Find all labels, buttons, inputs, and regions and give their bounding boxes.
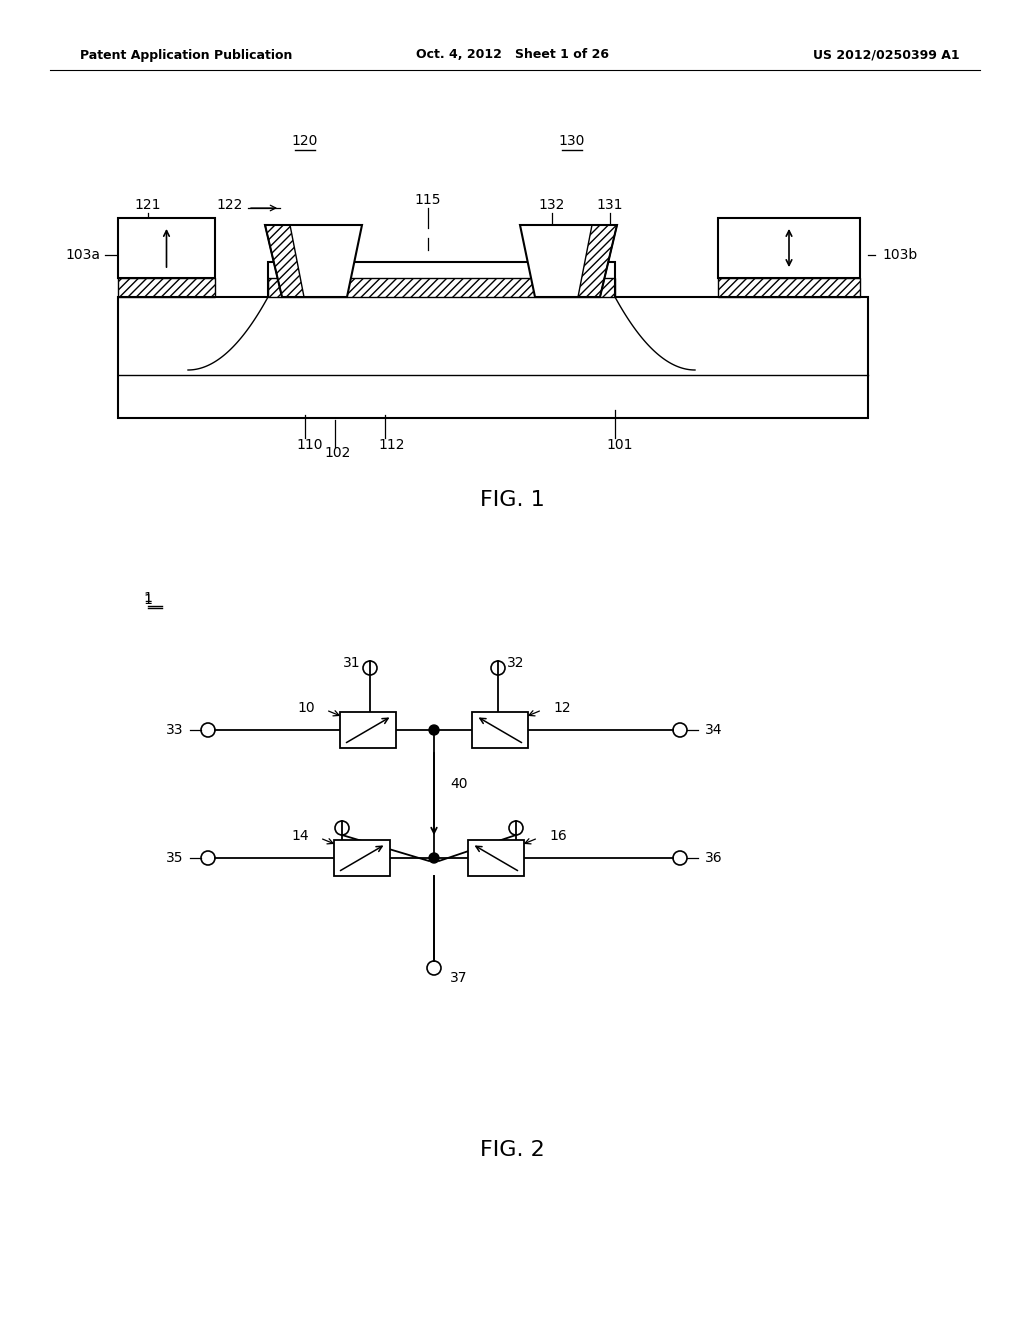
Polygon shape: [118, 261, 868, 418]
Text: 40: 40: [450, 777, 468, 791]
Text: Oct. 4, 2012   Sheet 1 of 26: Oct. 4, 2012 Sheet 1 of 26: [416, 49, 608, 62]
Bar: [718, 279, 860, 297]
Text: Patent Application Publication: Patent Application Publication: [80, 49, 293, 62]
Text: 103b: 103b: [882, 248, 918, 261]
Text: FIG. 2: FIG. 2: [479, 1140, 545, 1160]
Text: 32: 32: [507, 656, 524, 671]
Text: 36: 36: [705, 851, 723, 865]
Bar: [334, 840, 390, 876]
Text: 101: 101: [607, 438, 633, 451]
Text: 112: 112: [379, 438, 406, 451]
Text: 102: 102: [325, 446, 351, 459]
Circle shape: [429, 725, 439, 735]
Text: US 2012/0250399 A1: US 2012/0250399 A1: [813, 49, 961, 62]
Text: 110: 110: [297, 438, 324, 451]
Bar: [118, 279, 215, 297]
Text: 12: 12: [553, 701, 570, 715]
Bar: [472, 711, 528, 748]
Text: 34: 34: [705, 723, 723, 737]
Circle shape: [429, 853, 439, 863]
Text: 1: 1: [143, 593, 153, 607]
Text: 122: 122: [217, 198, 243, 213]
Bar: [118, 218, 215, 279]
Text: 14: 14: [292, 829, 309, 843]
Text: 37: 37: [450, 972, 468, 985]
Text: 132: 132: [539, 198, 565, 213]
Bar: [468, 840, 524, 876]
Polygon shape: [520, 224, 617, 297]
Text: FIG. 1: FIG. 1: [479, 490, 545, 510]
Text: 1: 1: [143, 591, 153, 605]
Text: 10: 10: [297, 701, 315, 715]
Text: 115: 115: [415, 193, 441, 207]
Bar: [268, 279, 615, 297]
Text: 103a: 103a: [65, 248, 100, 261]
Polygon shape: [265, 224, 362, 297]
Text: 121: 121: [135, 198, 161, 213]
Text: 31: 31: [343, 656, 360, 671]
Bar: [340, 711, 396, 748]
Text: 33: 33: [166, 723, 183, 737]
Text: 130: 130: [559, 135, 585, 148]
Bar: [718, 218, 860, 279]
Text: 131: 131: [597, 198, 624, 213]
Text: 16: 16: [549, 829, 566, 843]
Text: 35: 35: [166, 851, 183, 865]
Text: 120: 120: [292, 135, 318, 148]
